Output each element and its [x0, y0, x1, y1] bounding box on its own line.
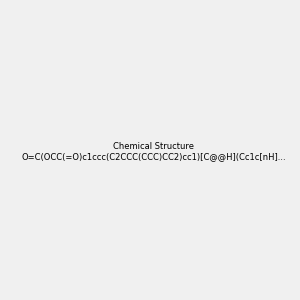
Text: Chemical Structure
O=C(OCC(=O)c1ccc(C2CCC(CCC)CC2)cc1)[C@@H](Cc1c[nH]...: Chemical Structure O=C(OCC(=O)c1ccc(C2CC…	[21, 142, 286, 161]
